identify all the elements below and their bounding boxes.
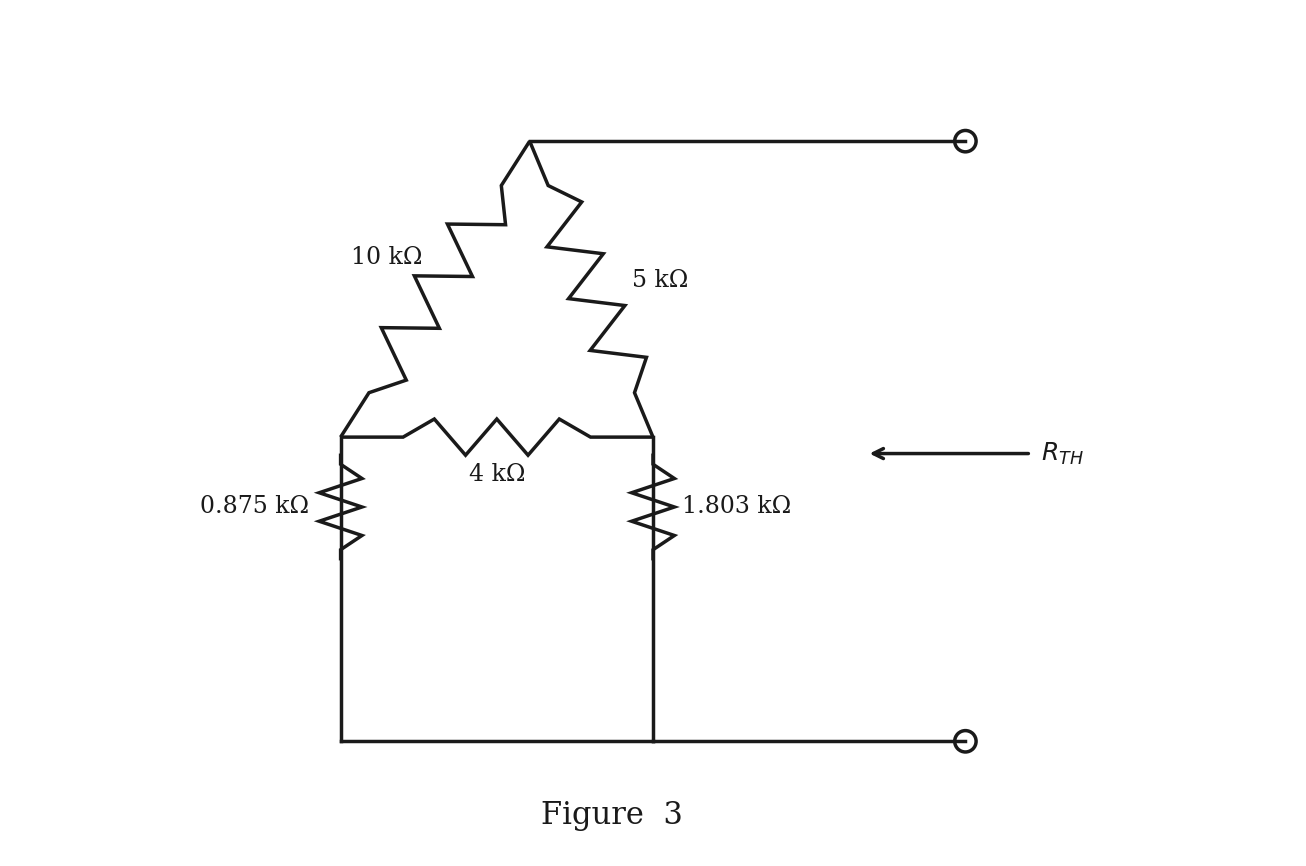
Text: 10 kΩ: 10 kΩ (351, 246, 423, 268)
Text: 5 kΩ: 5 kΩ (632, 269, 688, 293)
Text: 1.803 kΩ: 1.803 kΩ (682, 495, 791, 519)
Text: $R_{TH}$: $R_{TH}$ (1041, 441, 1084, 467)
Text: 4 kΩ: 4 kΩ (469, 463, 525, 487)
Text: Figure  3: Figure 3 (541, 800, 683, 830)
Text: 0.875 kΩ: 0.875 kΩ (200, 495, 310, 519)
